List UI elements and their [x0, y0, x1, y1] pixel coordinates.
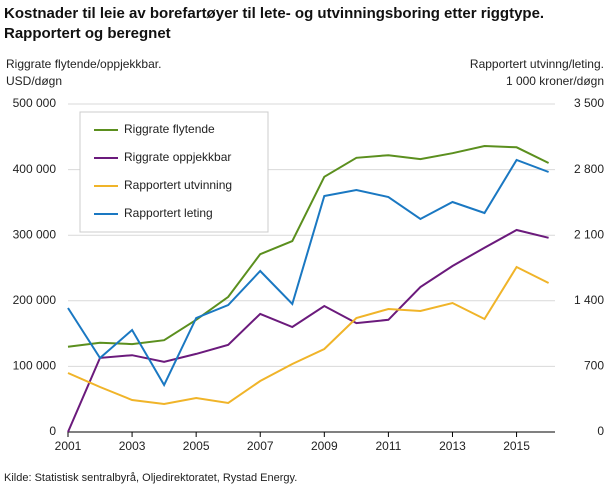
y-axis-label: Riggrate flytende/oppjekkbar. [6, 57, 161, 71]
legend-label: Riggrate flytende [124, 122, 215, 136]
source: Kilde: Statistisk sentralbyrå, Oljedirek… [4, 472, 297, 484]
x-tick-label: 2013 [439, 439, 466, 453]
data-line [67, 158, 549, 388]
x-tick-label: 2005 [183, 439, 210, 453]
y2-tick-label: 0 [597, 424, 604, 438]
y2-axis-label: 1 000 kroner/døgn [506, 74, 604, 88]
y2-tick-label: 3 500 [574, 96, 604, 110]
y2-tick-label: 700 [584, 359, 604, 373]
x-tick-label: 2009 [311, 439, 338, 453]
y-tick-label: 0 [49, 424, 56, 438]
data-line [67, 144, 550, 348]
y2-tick-label: 1 400 [574, 293, 604, 307]
x-tick-label: 2001 [55, 439, 82, 453]
x-tick-label: 2015 [503, 439, 530, 453]
x-tick-label: 2003 [119, 439, 146, 453]
y-tick-label: 500 000 [13, 96, 57, 110]
y-axis-label: USD/døgn [6, 74, 62, 88]
chart-title: Kostnader til leie av borefartøyer til l… [4, 5, 545, 42]
legend-label: Rapportert utvinning [124, 178, 232, 192]
legend-box [79, 111, 269, 233]
x-tick-label: 2007 [247, 439, 274, 453]
y-tick-label: 400 000 [13, 162, 57, 176]
y-tick-label: 200 000 [13, 293, 57, 307]
y2-tick-label: 2 100 [574, 227, 604, 241]
x-tick-label: 2011 [375, 439, 401, 453]
y-tick-label: 100 000 [13, 359, 57, 373]
legend-label: Rapportert leting [124, 206, 213, 220]
legend-label: Riggrate oppjekkbar [124, 150, 231, 164]
y2-axis-label: Rapportert utvinng/leting. [470, 57, 604, 71]
y-tick-label: 300 000 [13, 227, 57, 241]
data-line [67, 265, 550, 406]
y2-tick-label: 2 800 [574, 162, 604, 176]
